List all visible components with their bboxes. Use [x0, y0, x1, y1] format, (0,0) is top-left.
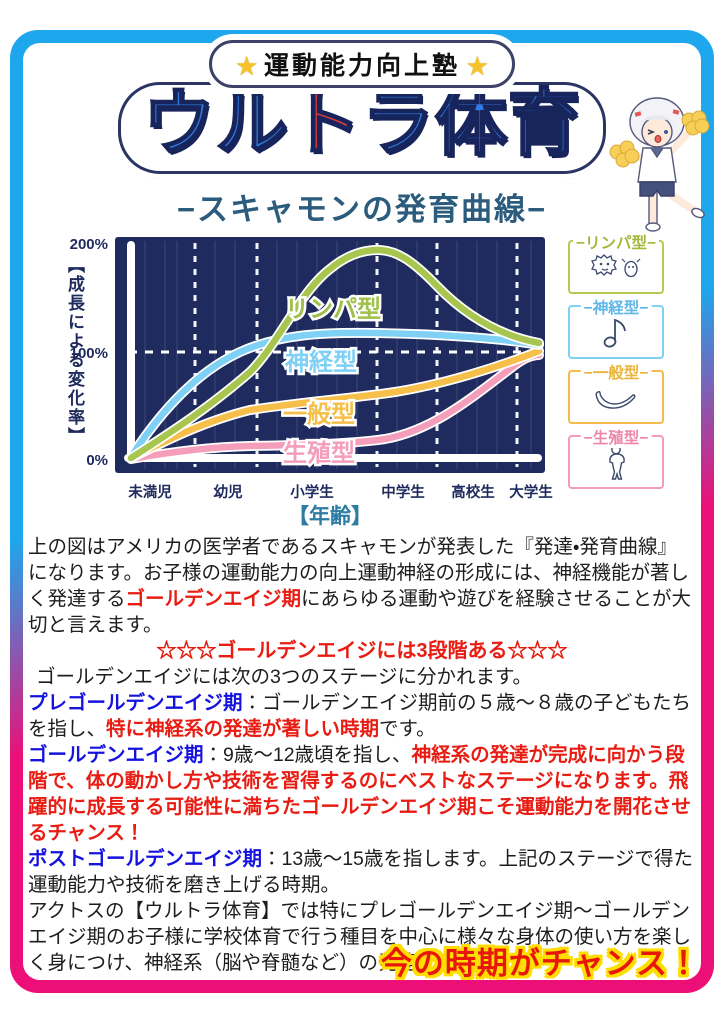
- banana-icon: [595, 390, 636, 409]
- curve-label-general: 一般型: [283, 401, 355, 428]
- x-tick: 幼児: [213, 485, 243, 501]
- golden-label: ゴールデンエイジ期: [28, 744, 204, 766]
- y-tick-100: 100%: [69, 345, 108, 362]
- pre-golden-text: ：ゴールデンエイジ期前の５歳～８歳の子どもたちを指し、: [28, 692, 692, 740]
- chart-legend: リンパ型 神経型 一般型 生殖型: [568, 231, 664, 500]
- logo-title-seg-accent: ト: [288, 84, 363, 164]
- golden-highlight: 神経系の発達が完成に向かう段階で、体の動かし方や技術を習得するのにベストなステー…: [28, 744, 692, 844]
- body-text: 上の図はアメリカの医学者であるスキャモンが発表した『発達・発育曲線』になります。…: [28, 534, 696, 976]
- curve-label-lymph: リンパ型: [285, 296, 381, 323]
- chance-callout: 今の時期がチャンス！: [380, 946, 700, 981]
- chart-title: −スキャモンの発育曲線−: [176, 192, 548, 227]
- person-icon: [609, 444, 625, 480]
- curve-label-neural: 神経型: [284, 348, 357, 376]
- legend-item-neural: 神経型: [568, 296, 664, 359]
- section-heading: ☆☆☆ゴールデンエイジには3段階ある☆☆☆: [156, 640, 568, 662]
- paragraph-stages: ゴールデンエイジには次の3つのステージに分かれます。: [36, 666, 533, 688]
- legend-label: 神経型: [580, 296, 652, 318]
- paragraph-pre-golden: プレゴールデンエイジ期：ゴールデンエイジ期前の５歳～８歳の子どもたちを指し、特に…: [28, 690, 696, 742]
- legend-label: 一般型: [580, 361, 652, 383]
- intro-text-tail: にあらゆる運動や遊びを経験させることが大切と言えます。: [28, 588, 692, 636]
- badge-text: 運動能力向上塾: [263, 52, 460, 80]
- gradient-border-frame: [10, 30, 714, 993]
- post-golden-text: ：13歳～15歳を指します。上記のステージで得た運動能力や技術を磨き上げる時期。: [28, 848, 694, 896]
- star-icon: ★: [466, 53, 488, 79]
- pre-golden-label: プレゴールデンエイジ期: [28, 692, 243, 714]
- paragraph-closing: アクトスの【ウルトラ体育】では特にプレゴールデンエイジ期～ゴールデンエイジ期のお…: [28, 900, 692, 974]
- star-icon: ★: [236, 53, 258, 79]
- legend-label: リンパ型: [572, 231, 660, 253]
- golden-text: ：9歳～12歳頃を指し、: [203, 744, 412, 766]
- logo-badge: ★ 運動能力向上塾 ★: [209, 40, 515, 88]
- frame-inner-panel: [23, 43, 701, 980]
- legend-item-lymph: リンパ型: [568, 231, 664, 294]
- logo-block: ★ 運動能力向上塾 ★ ウルトラ体育: [0, 40, 724, 174]
- x-axis-label: 【年齢】: [288, 505, 372, 528]
- x-tick: 高校生: [451, 485, 495, 501]
- pre-golden-tail: です。: [379, 718, 436, 740]
- x-tick: 未満児: [128, 485, 172, 501]
- x-axis-ticks: 未満児 幼児 小学生 中学生 高校生 大学生: [0, 481, 724, 501]
- golden-age-highlight: ゴールデンエイジ期: [125, 588, 302, 610]
- paragraph-post-golden: ポストゴールデンエイジ期：13歳～15歳を指します。上記のステージで得た運動能力…: [28, 846, 696, 898]
- post-golden-label: ポストゴールデンエイジ期: [28, 848, 263, 870]
- legend-item-general: 一般型: [568, 361, 664, 424]
- logo-title: ウルトラ体育: [117, 82, 607, 174]
- growth-curve-plot: リンパ型 神経型 一般型 生殖型: [115, 237, 545, 473]
- logo-title-seg: ウル: [142, 84, 290, 164]
- logo-title-seg: ラ体育: [361, 84, 582, 164]
- paragraph-intro: 上の図はアメリカの医学者であるスキャモンが発表した『発達・発育曲線』になります。…: [28, 534, 696, 638]
- curve-label-genital: 生殖型: [283, 440, 355, 467]
- x-tick: 小学生: [290, 485, 334, 501]
- germ-icon: [591, 254, 641, 278]
- y-tick-200: 200%: [69, 236, 108, 253]
- intro-text: 上の図はアメリカの医学者であるスキャモンが発表した『発達・発育曲線』になります。…: [28, 536, 690, 610]
- x-tick: 中学生: [381, 485, 425, 501]
- legend-item-genital: 生殖型: [568, 426, 664, 489]
- legend-label: 生殖型: [580, 426, 652, 448]
- y-axis-label: 【成長による変化率】: [65, 256, 84, 446]
- music-note-icon: [603, 318, 626, 348]
- x-tick: 大学生: [509, 485, 553, 501]
- y-tick-0: 0%: [86, 452, 108, 469]
- paragraph-golden: ゴールデンエイジ期：9歳～12歳頃を指し、神経系の発達が完成に向かう段階で、体の…: [28, 742, 696, 846]
- cheerleader-illustration: [609, 97, 710, 232]
- pre-golden-highlight: 特に神経系の発達が著しい時期: [106, 718, 380, 740]
